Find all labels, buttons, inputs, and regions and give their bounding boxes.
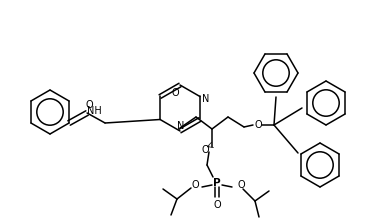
Text: O: O	[85, 100, 93, 110]
Text: O: O	[201, 145, 209, 155]
Text: N: N	[202, 94, 210, 104]
Text: O: O	[254, 120, 262, 130]
Text: O: O	[171, 88, 179, 98]
Text: N: N	[177, 121, 185, 131]
Text: O: O	[237, 180, 245, 190]
Text: O: O	[213, 200, 221, 210]
Text: P: P	[213, 178, 221, 188]
Text: O: O	[191, 180, 199, 190]
Text: NH: NH	[87, 106, 101, 116]
